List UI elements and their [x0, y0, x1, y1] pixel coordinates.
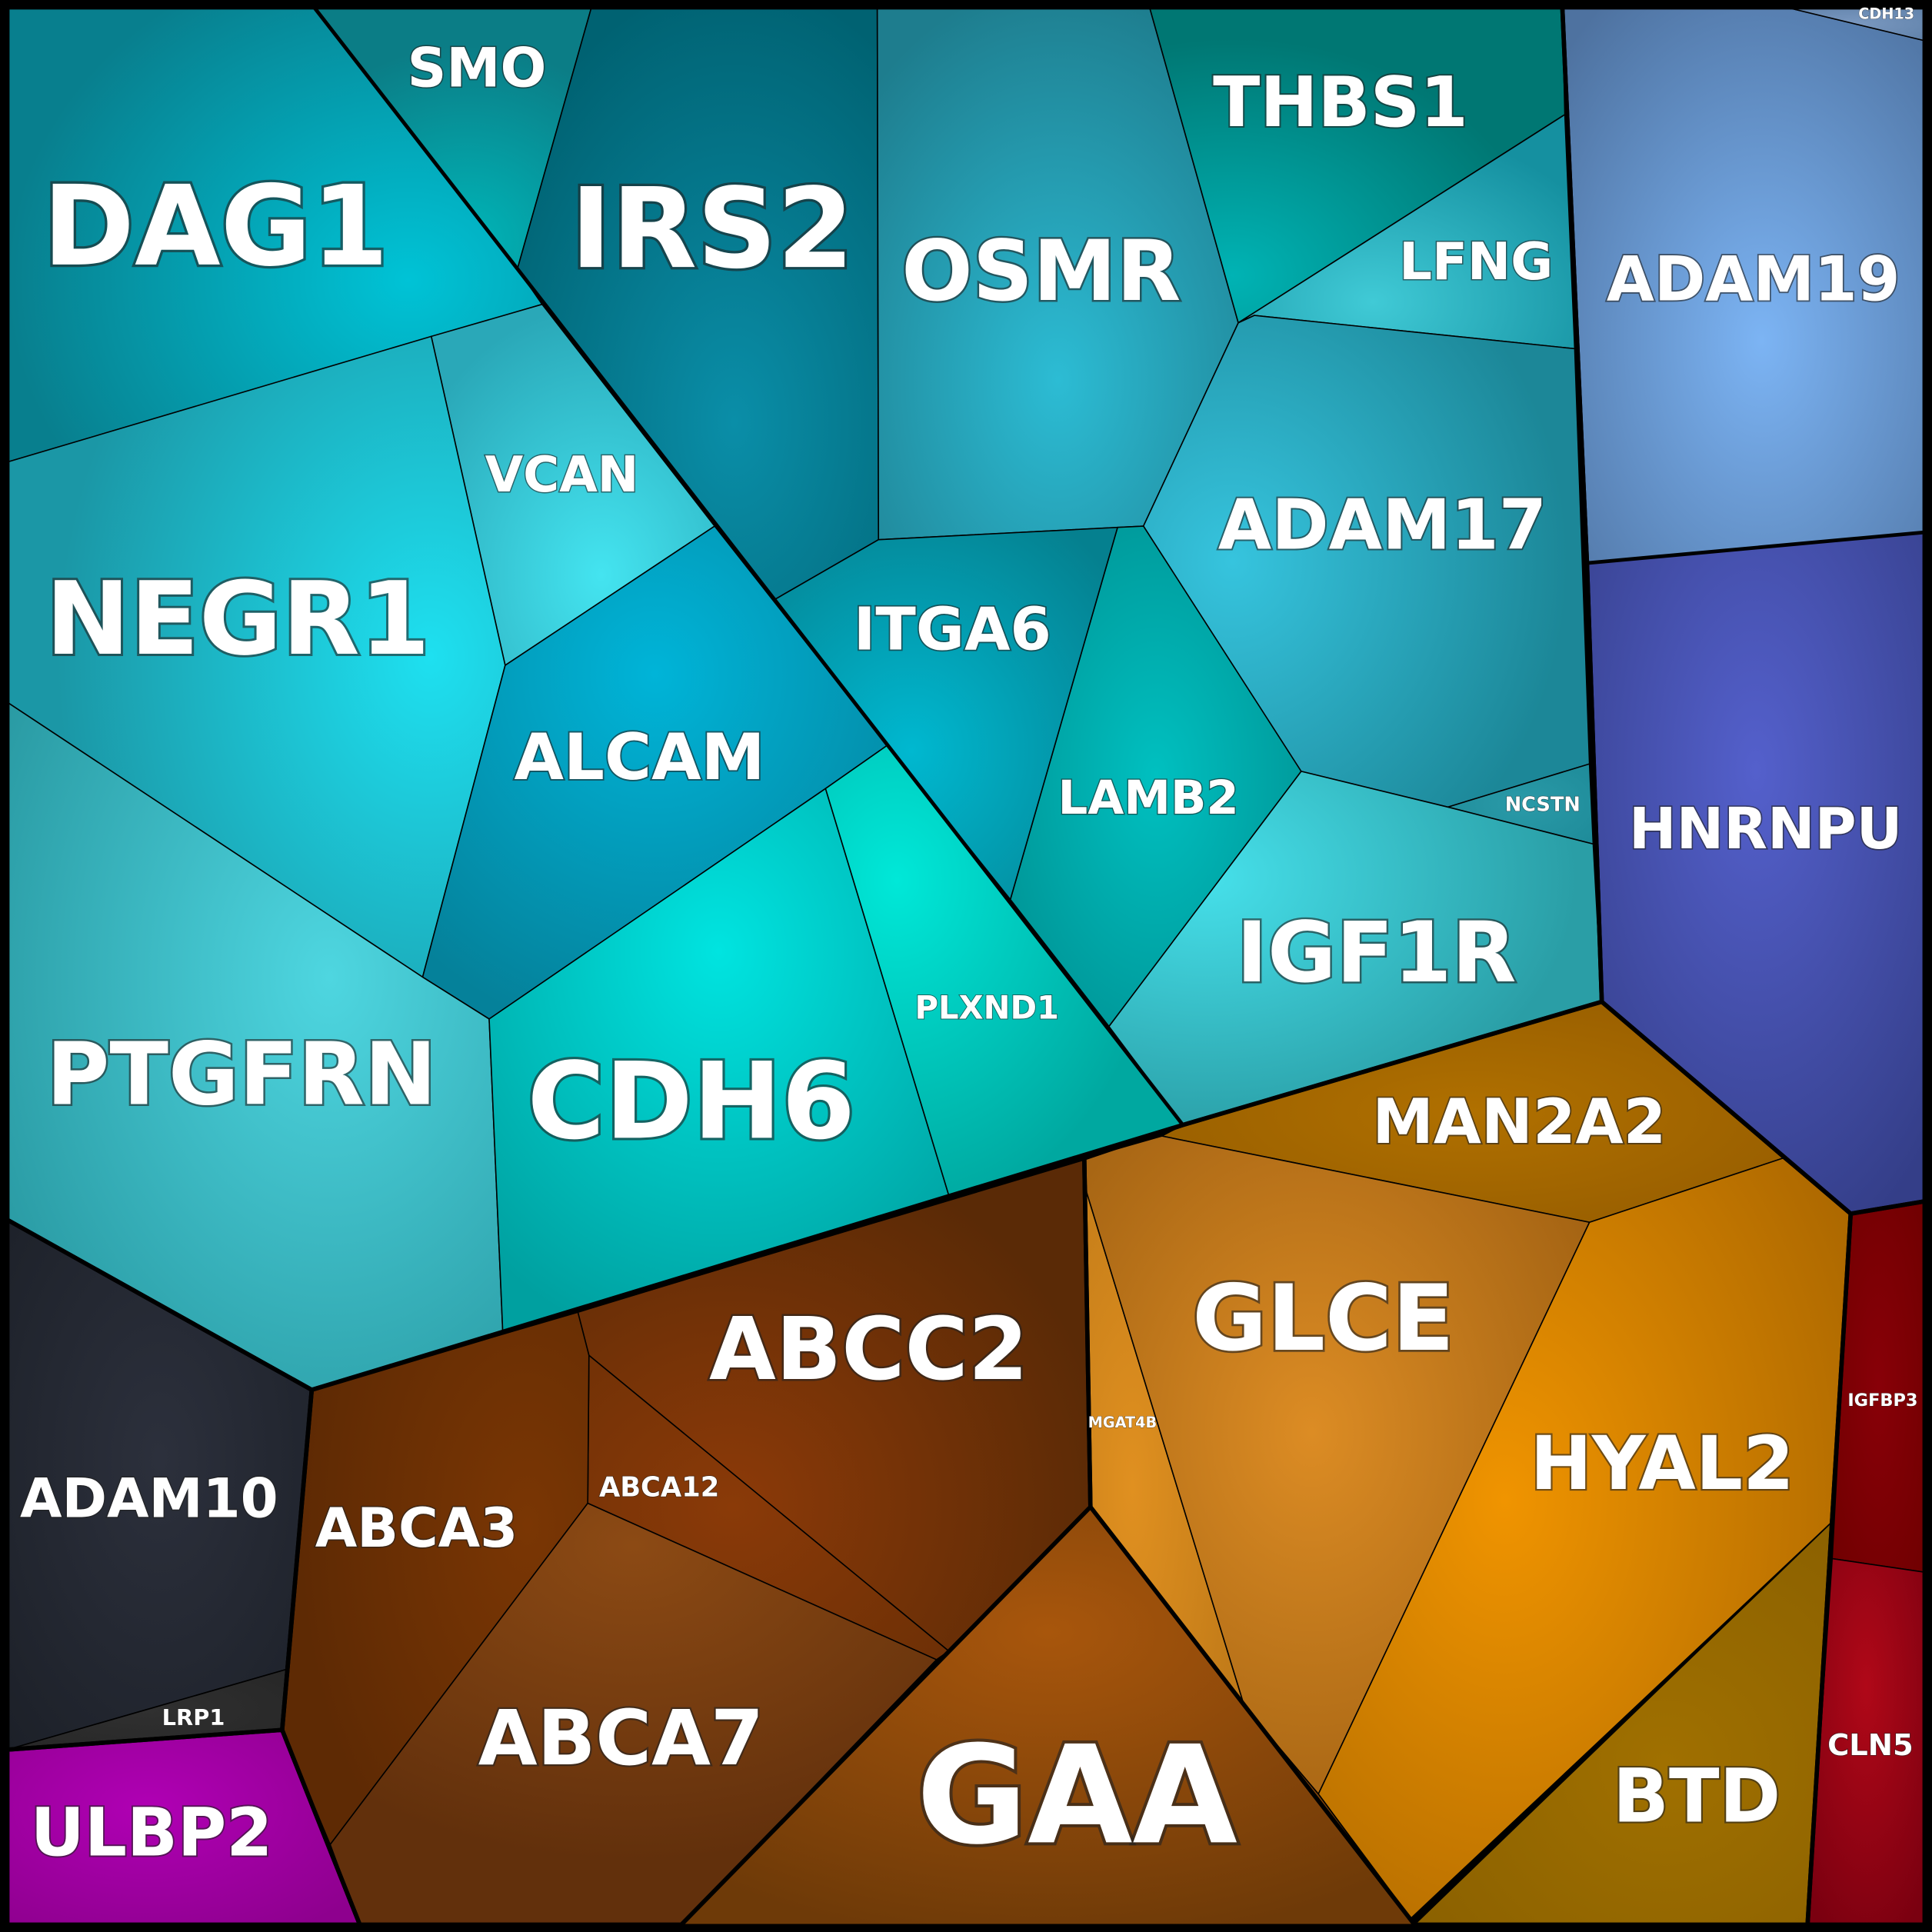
group-border: [312, 6, 1184, 1127]
cell-label: ADAM17: [1218, 485, 1547, 565]
group-border: [1088, 1505, 1417, 1926]
cell-label: ULBP2: [31, 1795, 273, 1872]
cell-label: MGAT4B: [1088, 1414, 1157, 1431]
cell-label: ADAM19: [1607, 243, 1900, 315]
cell-label: ABCA12: [599, 1471, 719, 1503]
cell-label: GLCE: [1192, 1265, 1454, 1371]
cell-label: VCAN: [485, 447, 639, 504]
cell-label: ABCA7: [478, 1694, 764, 1783]
cell-label: LRP1: [162, 1704, 225, 1730]
cell-label: ABCC2: [709, 1300, 1028, 1400]
cell-label: ABCA3: [315, 1497, 518, 1560]
group-border: [1587, 530, 1925, 565]
cell-label: DAG1: [42, 162, 388, 291]
cell-label: ALCAM: [514, 720, 764, 794]
cell-label: GAA: [916, 1716, 1237, 1874]
cell-label: THBS1: [1213, 63, 1468, 143]
cell-label: LAMB2: [1058, 771, 1239, 825]
cell-label: SMO: [408, 36, 547, 99]
cell-label: CDH6: [527, 1040, 855, 1163]
cell-label: HYAL2: [1530, 1421, 1794, 1507]
cell-label: PTGFRN: [46, 1025, 436, 1125]
group-border: [680, 1505, 1092, 1927]
cell-label: NEGR1: [45, 560, 430, 678]
cell-label: IRS2: [571, 165, 854, 294]
cell-label: ADAM10: [20, 1467, 278, 1530]
cell-label: CDH13: [1858, 5, 1914, 23]
cell-label: IGF1R: [1236, 904, 1516, 1001]
cell-label: IGFBP3: [1847, 1391, 1917, 1411]
cell-label: CLN5: [1827, 1728, 1914, 1763]
cell-label: HNRNPU: [1629, 797, 1903, 862]
cell-label: BTD: [1613, 1754, 1781, 1840]
cell-label: PLXND1: [914, 989, 1059, 1027]
cell-label: LFNG: [1399, 232, 1553, 291]
cell-label: NCSTN: [1505, 794, 1581, 817]
cell-label: MAN2A2: [1372, 1086, 1666, 1158]
cell-label: ITGA6: [854, 595, 1051, 664]
cell-label: OSMR: [901, 222, 1181, 320]
